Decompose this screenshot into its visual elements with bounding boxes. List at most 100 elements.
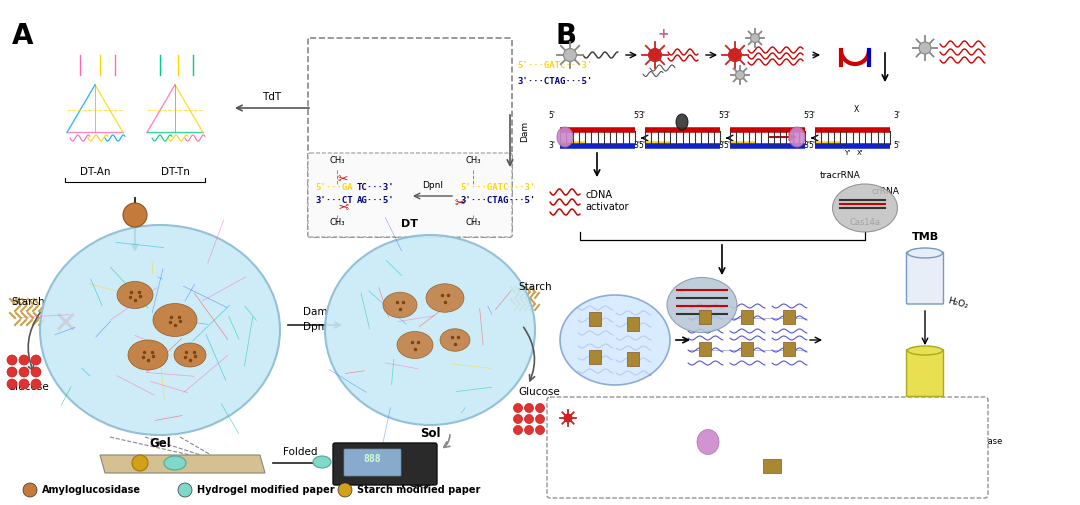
Text: Glucose: Glucose	[518, 387, 559, 397]
Text: DT-An: DT-An	[80, 167, 110, 177]
Bar	[627, 352, 639, 366]
Text: DpnI: DpnI	[422, 181, 444, 190]
Circle shape	[751, 33, 759, 42]
Bar	[699, 310, 711, 324]
Text: ✕: ✕	[52, 311, 78, 339]
Text: 3': 3'	[718, 141, 725, 150]
Circle shape	[564, 414, 572, 422]
Bar	[627, 317, 639, 331]
Text: Biotin-modified CK-MB aptamer: Biotin-modified CK-MB aptamer	[730, 414, 862, 423]
Ellipse shape	[164, 456, 186, 470]
Ellipse shape	[907, 248, 943, 258]
FancyBboxPatch shape	[546, 397, 988, 498]
Text: Folded: Folded	[283, 447, 318, 457]
Text: 3': 3'	[638, 111, 645, 120]
Bar	[699, 342, 711, 356]
Ellipse shape	[153, 304, 197, 336]
Text: crRNA: crRNA	[872, 187, 900, 196]
Polygon shape	[100, 455, 265, 473]
Bar	[741, 310, 753, 324]
Text: 5'···GA: 5'···GA	[315, 183, 353, 192]
Circle shape	[536, 403, 544, 413]
Text: +: +	[658, 27, 669, 41]
Text: 5': 5'	[718, 111, 725, 120]
Text: 3'···CTAG···5': 3'···CTAG···5'	[460, 196, 536, 205]
Text: 3': 3'	[804, 141, 810, 150]
Text: activator: activator	[585, 202, 629, 212]
Circle shape	[735, 71, 744, 79]
Ellipse shape	[313, 456, 330, 468]
Text: CK-MB: CK-MB	[580, 437, 607, 446]
Circle shape	[132, 455, 148, 471]
Bar	[589, 350, 600, 364]
Circle shape	[6, 367, 17, 377]
Text: 3': 3'	[893, 111, 900, 120]
Text: 3': 3'	[808, 111, 815, 120]
Text: 5'···GATC···3': 5'···GATC···3'	[460, 183, 536, 192]
Circle shape	[536, 426, 544, 434]
Text: 5': 5'	[633, 111, 640, 120]
Text: Starch: Starch	[11, 297, 44, 307]
Ellipse shape	[697, 429, 719, 454]
Text: B: B	[556, 22, 577, 50]
Text: cDNA: cDNA	[585, 190, 612, 200]
Text: +: +	[557, 434, 570, 449]
Ellipse shape	[667, 278, 737, 332]
Circle shape	[19, 379, 29, 389]
Text: NtBstNBI nicking endonuclease: NtBstNBI nicking endonuclease	[870, 437, 1002, 446]
Text: DT-Tn: DT-Tn	[161, 167, 189, 177]
Text: 5': 5'	[638, 141, 645, 150]
Circle shape	[123, 203, 147, 227]
Circle shape	[6, 379, 17, 389]
Text: Linker: Linker	[710, 462, 735, 471]
FancyBboxPatch shape	[333, 443, 437, 485]
Ellipse shape	[40, 225, 280, 435]
Text: Y': Y'	[843, 150, 850, 156]
Text: AG···5': AG···5'	[357, 196, 394, 205]
Circle shape	[536, 415, 544, 424]
Text: S1: S1	[582, 462, 593, 471]
Bar	[762, 459, 781, 473]
Text: X': X'	[856, 150, 863, 156]
Circle shape	[6, 355, 17, 365]
Ellipse shape	[174, 343, 206, 367]
Bar	[783, 342, 795, 356]
Text: CH₃: CH₃	[330, 218, 346, 227]
Text: 888: 888	[363, 454, 381, 464]
Text: A: A	[12, 22, 33, 50]
Text: Starch modified paper: Starch modified paper	[357, 485, 481, 495]
Text: 3'···CT: 3'···CT	[315, 196, 353, 205]
Ellipse shape	[397, 331, 433, 359]
Text: Glucose: Glucose	[8, 382, 49, 392]
Text: TdT: TdT	[262, 92, 282, 102]
Circle shape	[564, 48, 577, 62]
Circle shape	[919, 42, 931, 54]
Text: Dam: Dam	[302, 307, 327, 317]
Ellipse shape	[676, 114, 688, 130]
Text: DpnI: DpnI	[302, 322, 327, 332]
Ellipse shape	[325, 235, 535, 425]
Text: Vent(exo-) DNA polymerase: Vent(exo-) DNA polymerase	[725, 437, 842, 446]
Text: Amyloglucosidase: Amyloglucosidase	[42, 485, 141, 495]
Circle shape	[23, 483, 37, 497]
Text: ✂: ✂	[455, 197, 465, 210]
Text: Streptavidin bead: Streptavidin bead	[582, 414, 657, 423]
Text: Starch: Starch	[518, 282, 552, 292]
Circle shape	[178, 483, 192, 497]
Ellipse shape	[383, 292, 417, 318]
Circle shape	[513, 403, 523, 413]
FancyBboxPatch shape	[308, 38, 512, 237]
FancyBboxPatch shape	[906, 252, 944, 304]
Circle shape	[31, 367, 41, 377]
Text: 5': 5'	[893, 141, 900, 150]
FancyBboxPatch shape	[308, 153, 512, 237]
Circle shape	[19, 355, 29, 365]
Ellipse shape	[426, 284, 464, 312]
Text: PtNPs/Cu-TCPP(Fe): PtNPs/Cu-TCPP(Fe)	[786, 462, 863, 471]
Text: ✂: ✂	[338, 173, 348, 186]
Circle shape	[31, 379, 41, 389]
FancyBboxPatch shape	[906, 349, 944, 396]
Text: Cas14a: Cas14a	[850, 218, 880, 227]
Text: S2: S2	[627, 462, 638, 471]
Circle shape	[648, 48, 661, 62]
